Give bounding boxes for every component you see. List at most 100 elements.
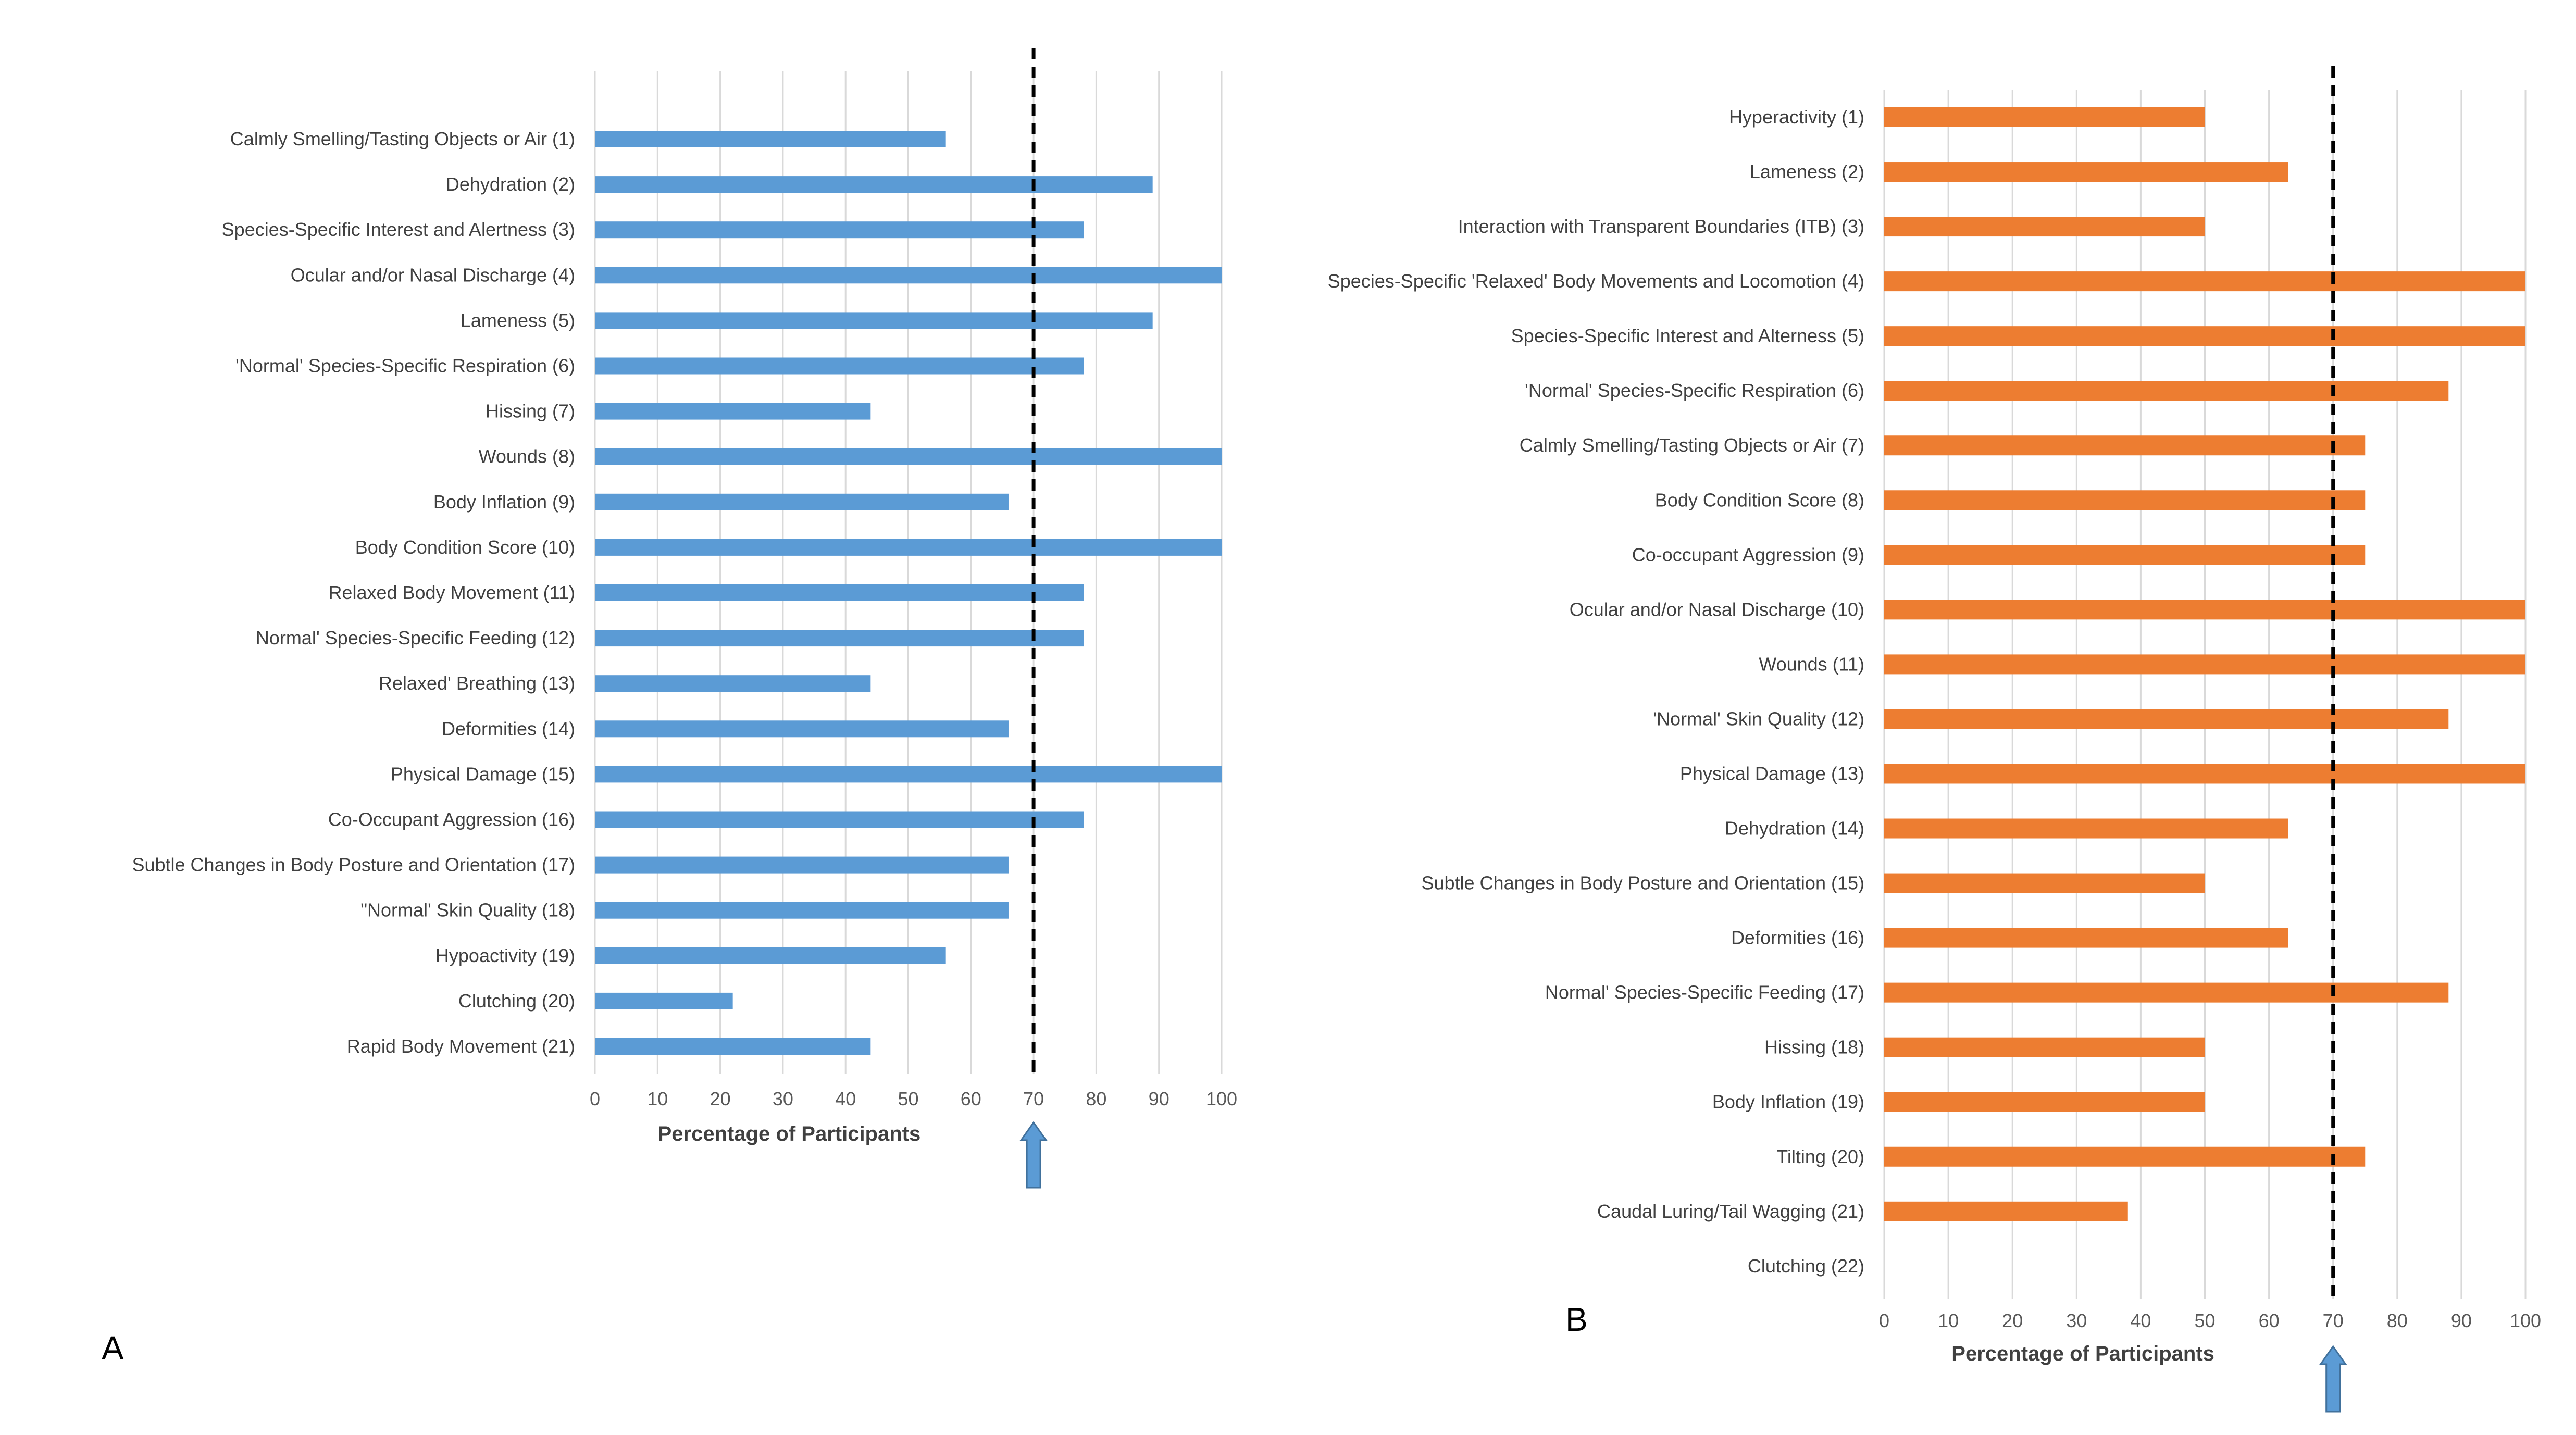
- bar: [595, 357, 1084, 375]
- bar: [595, 539, 1222, 556]
- tick-label: 70: [2323, 1310, 2344, 1331]
- bar: [1884, 873, 2205, 893]
- bar: [1884, 107, 2205, 127]
- bar: [1884, 818, 2288, 839]
- category-label: "Normal' Skin Quality (18): [360, 900, 575, 921]
- bar: [1884, 928, 2288, 948]
- panel-b-chart: Hyperactivity (1) Lameness (2) Interaction…: [1328, 66, 2541, 1413]
- bar: [595, 267, 1222, 284]
- category-label: Calmly Smelling/Tasting Objects or Air (…: [1520, 434, 1864, 456]
- tick-label: 10: [1938, 1310, 1959, 1331]
- bar: [595, 811, 1084, 828]
- bar: [595, 902, 1009, 919]
- bar: [595, 312, 1153, 329]
- tick-label: 30: [2066, 1310, 2087, 1331]
- category-label: Co-occupant Aggression (9): [1632, 544, 1864, 565]
- category-label: Tilting (20): [1776, 1146, 1864, 1167]
- category-label: Deformities (14): [442, 718, 575, 739]
- tick-label: 20: [2002, 1310, 2023, 1331]
- category-label: Species-Specific Interest and Alterness …: [1511, 325, 1864, 346]
- bar: [1884, 764, 2525, 784]
- bar: [595, 448, 1222, 465]
- category-label: Normal' Species-Specific Feeding (17): [1545, 982, 1864, 1003]
- category-label: Relaxed Body Movement (11): [328, 582, 575, 603]
- tick-label: 50: [898, 1088, 918, 1109]
- category-label: Species-Specific 'Relaxed' Body Movement…: [1328, 270, 1864, 292]
- bar: [595, 992, 733, 1009]
- category-label: Body Condition Score (10): [355, 536, 575, 558]
- category-label: Relaxed' Breathing (13): [379, 672, 575, 694]
- threshold-arrow-icon: [1019, 1121, 1048, 1189]
- bar: [595, 493, 1009, 510]
- bar: [1884, 381, 2449, 401]
- tick-label: 40: [835, 1088, 856, 1109]
- bar: [1884, 545, 2366, 565]
- tick-label: 70: [1023, 1088, 1044, 1109]
- tick-label: 10: [647, 1088, 668, 1109]
- category-label: Physical Damage (15): [391, 763, 575, 784]
- bar: [595, 766, 1222, 783]
- bar: [1884, 709, 2449, 729]
- tick-label: 20: [710, 1088, 731, 1109]
- tick-label: 50: [2194, 1310, 2215, 1331]
- bar: [1884, 1092, 2205, 1112]
- category-label: Wounds (11): [1759, 653, 1864, 675]
- category-label: Caudal Luring/Tail Wagging (21): [1597, 1201, 1864, 1222]
- category-label: 'Normal' Species-Specific Respiration (6…: [235, 355, 575, 377]
- category-label: Rapid Body Movement (21): [347, 1035, 575, 1057]
- tick-label: 100: [2510, 1310, 2541, 1331]
- bar: [1884, 654, 2525, 675]
- panel-label: A: [102, 1329, 124, 1367]
- category-label: Co-Occupant Aggression (16): [328, 809, 575, 830]
- bar: [595, 176, 1153, 193]
- category-label: Hissing (18): [1764, 1037, 1864, 1058]
- panel-label: B: [1565, 1301, 1588, 1338]
- category-label: Hypoactivity (19): [435, 945, 575, 966]
- category-label: Normal' Species-Specific Feeding (12): [256, 627, 575, 648]
- tick-label: 90: [1149, 1088, 1169, 1109]
- category-label: Wounds (8): [479, 446, 575, 467]
- category-label: Deformities (16): [1731, 927, 1864, 949]
- category-label: 'Normal' Skin Quality (12): [1653, 708, 1864, 729]
- category-label: Ocular and/or Nasal Discharge (4): [291, 264, 575, 285]
- bar: [595, 131, 946, 147]
- bar: [1884, 271, 2525, 292]
- category-label: Body Inflation (19): [1712, 1091, 1864, 1113]
- bar: [595, 221, 1084, 239]
- category-label: Dehydration (14): [1725, 818, 1864, 839]
- category-label: Dehydration (2): [446, 173, 575, 195]
- threshold-arrow-icon: [2319, 1345, 2347, 1413]
- category-label: Subtle Changes in Body Posture and Orien…: [132, 854, 575, 876]
- category-label: Clutching (20): [458, 990, 575, 1012]
- bar: [595, 584, 1084, 601]
- tick-label: 0: [1879, 1310, 1889, 1331]
- category-label: Hissing (7): [486, 401, 575, 422]
- bar: [1884, 326, 2525, 346]
- tick-label: 60: [961, 1088, 981, 1109]
- bar: [1884, 217, 2205, 237]
- category-label: Lameness (5): [461, 309, 575, 331]
- bar: [1884, 162, 2288, 182]
- category-label: Species-Specific Interest and Alertness …: [222, 219, 575, 240]
- bar: [595, 947, 946, 964]
- tick-label: 80: [2387, 1310, 2408, 1331]
- category-label: Calmly Smelling/Tasting Objects or Air (…: [230, 128, 575, 149]
- tick-label: 60: [2259, 1310, 2280, 1331]
- category-label: 'Normal' Species-Specific Respiration (6…: [1525, 380, 1864, 401]
- bar: [1884, 1037, 2205, 1057]
- category-label: Ocular and/or Nasal Discharge (10): [1570, 598, 1864, 620]
- category-label: Hyperactivity (1): [1729, 106, 1864, 128]
- panel-a-chart: Calmly Smelling/Tasting Objects or Air (…: [102, 48, 1237, 1367]
- bar: [595, 856, 1009, 874]
- category-label: Body Condition Score (8): [1655, 489, 1864, 510]
- tick-label: 90: [2451, 1310, 2472, 1331]
- category-label: Physical Damage (13): [1680, 763, 1864, 784]
- tick-label: 80: [1086, 1088, 1106, 1109]
- tick-label: 0: [590, 1088, 600, 1109]
- bar: [1884, 435, 2366, 456]
- bar: [1884, 982, 2449, 1003]
- bar: [1884, 1201, 2128, 1221]
- tick-label: 40: [2130, 1310, 2151, 1331]
- category-label: Subtle Changes in Body Posture and Orien…: [1421, 872, 1864, 894]
